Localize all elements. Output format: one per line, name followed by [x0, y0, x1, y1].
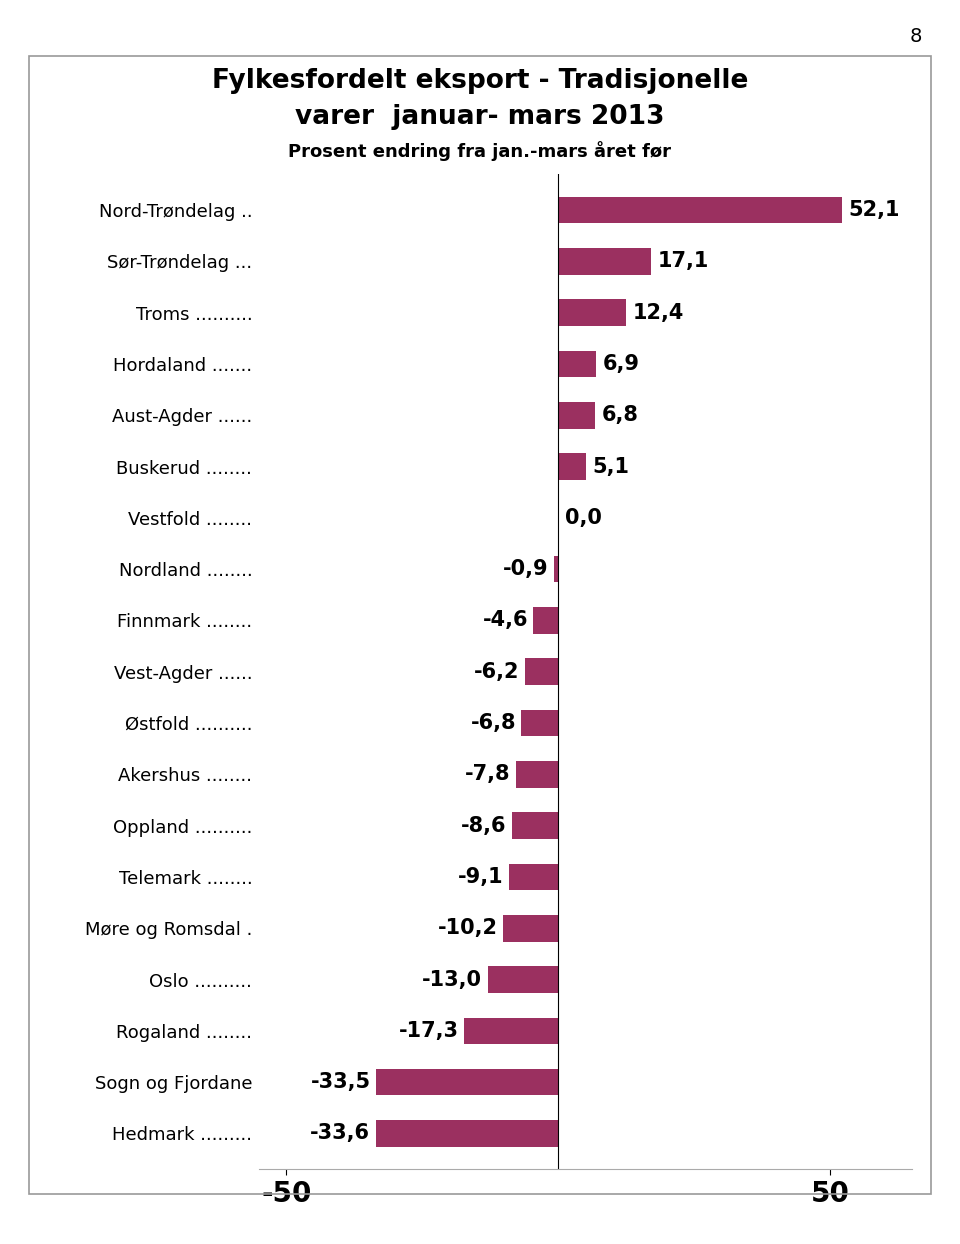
Text: varer  januar- mars 2013: varer januar- mars 2013: [296, 104, 664, 131]
Text: 6,8: 6,8: [602, 406, 638, 425]
Text: 0,0: 0,0: [564, 508, 602, 527]
Bar: [509, 863, 559, 891]
Text: -10,2: -10,2: [438, 918, 497, 938]
Bar: [554, 556, 559, 582]
Bar: [503, 914, 559, 942]
Bar: [375, 1120, 559, 1147]
Bar: [559, 300, 626, 326]
Text: -4,6: -4,6: [483, 611, 528, 631]
Text: -6,8: -6,8: [470, 713, 516, 733]
Bar: [516, 761, 559, 787]
Bar: [559, 248, 652, 275]
Bar: [559, 351, 596, 377]
Bar: [559, 453, 587, 480]
Bar: [559, 402, 595, 429]
Text: -33,6: -33,6: [310, 1123, 371, 1143]
Text: -33,5: -33,5: [311, 1072, 371, 1092]
Text: -7,8: -7,8: [465, 764, 511, 785]
Text: 6,9: 6,9: [603, 355, 639, 374]
Text: -6,2: -6,2: [473, 662, 519, 682]
Bar: [488, 967, 559, 993]
Bar: [559, 197, 842, 224]
Text: -13,0: -13,0: [422, 969, 482, 989]
Bar: [521, 710, 559, 736]
Bar: [512, 812, 559, 838]
Text: Prosent endring fra jan.-mars året før: Prosent endring fra jan.-mars året før: [289, 141, 671, 160]
Bar: [534, 607, 559, 633]
Text: Fylkesfordelt eksport - Tradisjonelle: Fylkesfordelt eksport - Tradisjonelle: [212, 68, 748, 95]
Text: -9,1: -9,1: [458, 867, 503, 887]
Text: 8: 8: [909, 27, 922, 46]
Bar: [376, 1069, 559, 1096]
Text: 17,1: 17,1: [658, 251, 709, 271]
Text: 52,1: 52,1: [849, 200, 900, 220]
Text: 12,4: 12,4: [633, 302, 684, 322]
Text: -17,3: -17,3: [398, 1021, 459, 1041]
Bar: [525, 658, 559, 685]
Text: -0,9: -0,9: [502, 559, 548, 580]
Text: -8,6: -8,6: [461, 816, 506, 836]
Bar: [465, 1018, 559, 1044]
Text: 5,1: 5,1: [592, 457, 630, 476]
